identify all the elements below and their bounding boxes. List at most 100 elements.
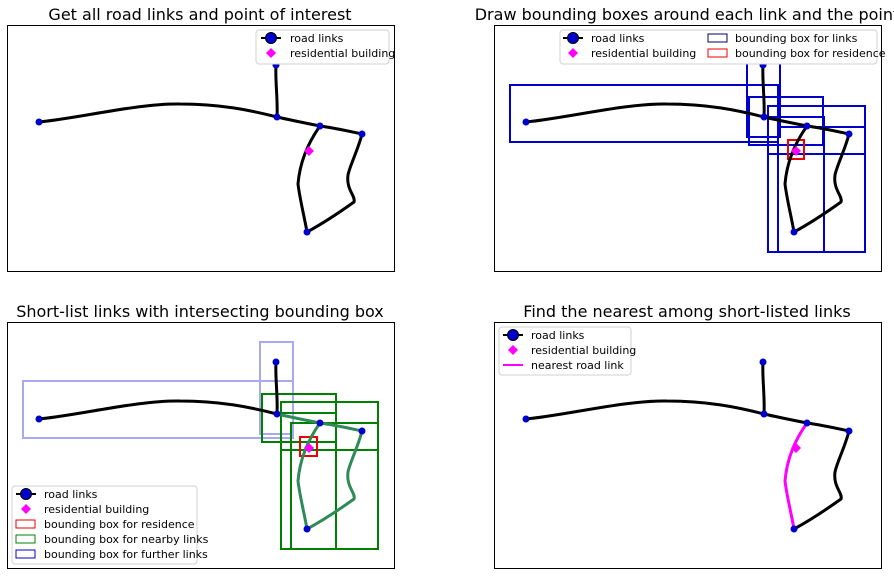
residential-building-marker (304, 146, 314, 156)
panel-1-frame (7, 25, 395, 272)
road-link-north (274, 360, 279, 416)
legend-road-marker (503, 329, 523, 341)
legend-residence-marker (508, 345, 518, 355)
road-node (760, 113, 768, 121)
residential-building-marker (791, 146, 801, 156)
legend-bbox-links-swatch (707, 33, 728, 43)
road-link-sw (783, 421, 809, 531)
road-link-north (761, 360, 766, 416)
road-link-se (792, 429, 851, 531)
panel-3-road-network (35, 358, 366, 533)
panel-3-legend: road links residential building bounding… (11, 485, 209, 565)
road-node (35, 415, 43, 423)
panel-4-title: Find the nearest among short-listed link… (523, 302, 850, 321)
panel-4-legend-box (498, 326, 632, 376)
road-node (358, 130, 366, 138)
road-link-sw (783, 124, 809, 234)
road-node (790, 525, 798, 533)
road-link-west (37, 102, 279, 124)
bbox-residence (299, 436, 318, 457)
panel-4-legend: road links residential building nearest … (498, 326, 636, 376)
legend-road-marker (16, 488, 36, 500)
road-node (845, 130, 853, 138)
legend-bbox-residence-label: bounding box for residence (735, 47, 886, 60)
legend-bbox-nearby-swatch (15, 534, 36, 544)
bbox-link-west (509, 84, 779, 143)
panel-2-legend: road links residential building bounding… (559, 29, 886, 65)
legend-residence-marker (266, 48, 276, 58)
road-node (35, 118, 43, 126)
panel-2-title: Draw bounding boxes around each link and… (475, 5, 894, 24)
road-node (803, 122, 811, 130)
road-link-se (305, 132, 364, 234)
panel-1-legend: road links residential building (255, 29, 395, 65)
road-link-west (524, 102, 766, 124)
panel-2-legend-box (559, 29, 878, 65)
road-node (316, 419, 324, 427)
bbox-residence (787, 139, 805, 160)
road-link-north (274, 63, 279, 119)
road-node (845, 427, 853, 435)
road-link-se (792, 132, 851, 234)
panel-1: Get all road links and point of interest… (7, 5, 395, 272)
legend-residence-label: residential building (290, 47, 395, 60)
legend-nearest-label: nearest road link (531, 359, 624, 372)
legend-residence-marker (21, 504, 31, 514)
road-node (522, 415, 530, 423)
legend-road-label: road links (44, 488, 98, 501)
road-link-east (805, 124, 851, 136)
road-link-north (761, 63, 766, 119)
legend-bbox-residence-swatch (15, 519, 36, 529)
residential-building-marker (791, 443, 801, 453)
panel-4: Find the nearest among short-listed link… (494, 302, 882, 569)
road-node (803, 419, 811, 427)
road-node (273, 410, 281, 418)
panel-2: Draw bounding boxes around each link and… (475, 5, 894, 272)
road-link-west (524, 399, 766, 421)
legend-road-label: road links (531, 329, 585, 342)
road-node (303, 525, 311, 533)
panel-3: Short-list links with intersecting bound… (7, 302, 395, 569)
legend-bbox-residence-label: bounding box for residence (44, 518, 195, 531)
road-link-east (805, 421, 851, 433)
legend-road-label: road links (591, 32, 645, 45)
legend-bbox-links-label: bounding box for links (735, 32, 858, 45)
legend-bbox-residence-swatch (707, 48, 728, 58)
panel-3-title: Short-list links with intersecting bound… (16, 302, 384, 321)
legend-road-marker (261, 32, 281, 44)
road-node (272, 358, 280, 366)
legend-road-label: road links (290, 32, 344, 45)
legend-residence-label: residential building (44, 503, 149, 516)
road-link-east (318, 124, 364, 136)
panel-3-nearby-bboxes (261, 393, 379, 550)
road-node (759, 358, 767, 366)
legend-residence-label: residential building (531, 344, 636, 357)
road-node (358, 427, 366, 435)
panel-1-title: Get all road links and point of interest (48, 5, 351, 24)
panel-3-further-bboxes (22, 341, 294, 439)
legend-residence-label: residential building (591, 47, 696, 60)
road-link-west (37, 399, 279, 421)
panel-2-link-bounding-boxes (509, 44, 866, 253)
panel-1-legend-box (255, 29, 390, 65)
road-node (316, 122, 324, 130)
panel-4-road-network (522, 358, 853, 533)
bbox-nearby-south-east (290, 422, 379, 550)
legend-bbox-nearby-label: bounding box for nearby links (44, 533, 209, 546)
legend-road-marker (563, 32, 583, 44)
residential-building-marker (304, 443, 314, 453)
road-node (522, 118, 530, 126)
road-node (303, 228, 311, 236)
legend-residence-marker (568, 48, 578, 58)
road-link-sw (296, 421, 322, 531)
legend-bbox-further-swatch (15, 549, 36, 559)
road-node (273, 113, 281, 121)
road-node (790, 228, 798, 236)
road-node (760, 410, 768, 418)
panel-2-frame (494, 25, 882, 272)
panel-2-road-network (522, 61, 853, 236)
bbox-further-north (259, 341, 294, 435)
road-link-se (305, 429, 364, 531)
road-link-east (318, 421, 364, 433)
